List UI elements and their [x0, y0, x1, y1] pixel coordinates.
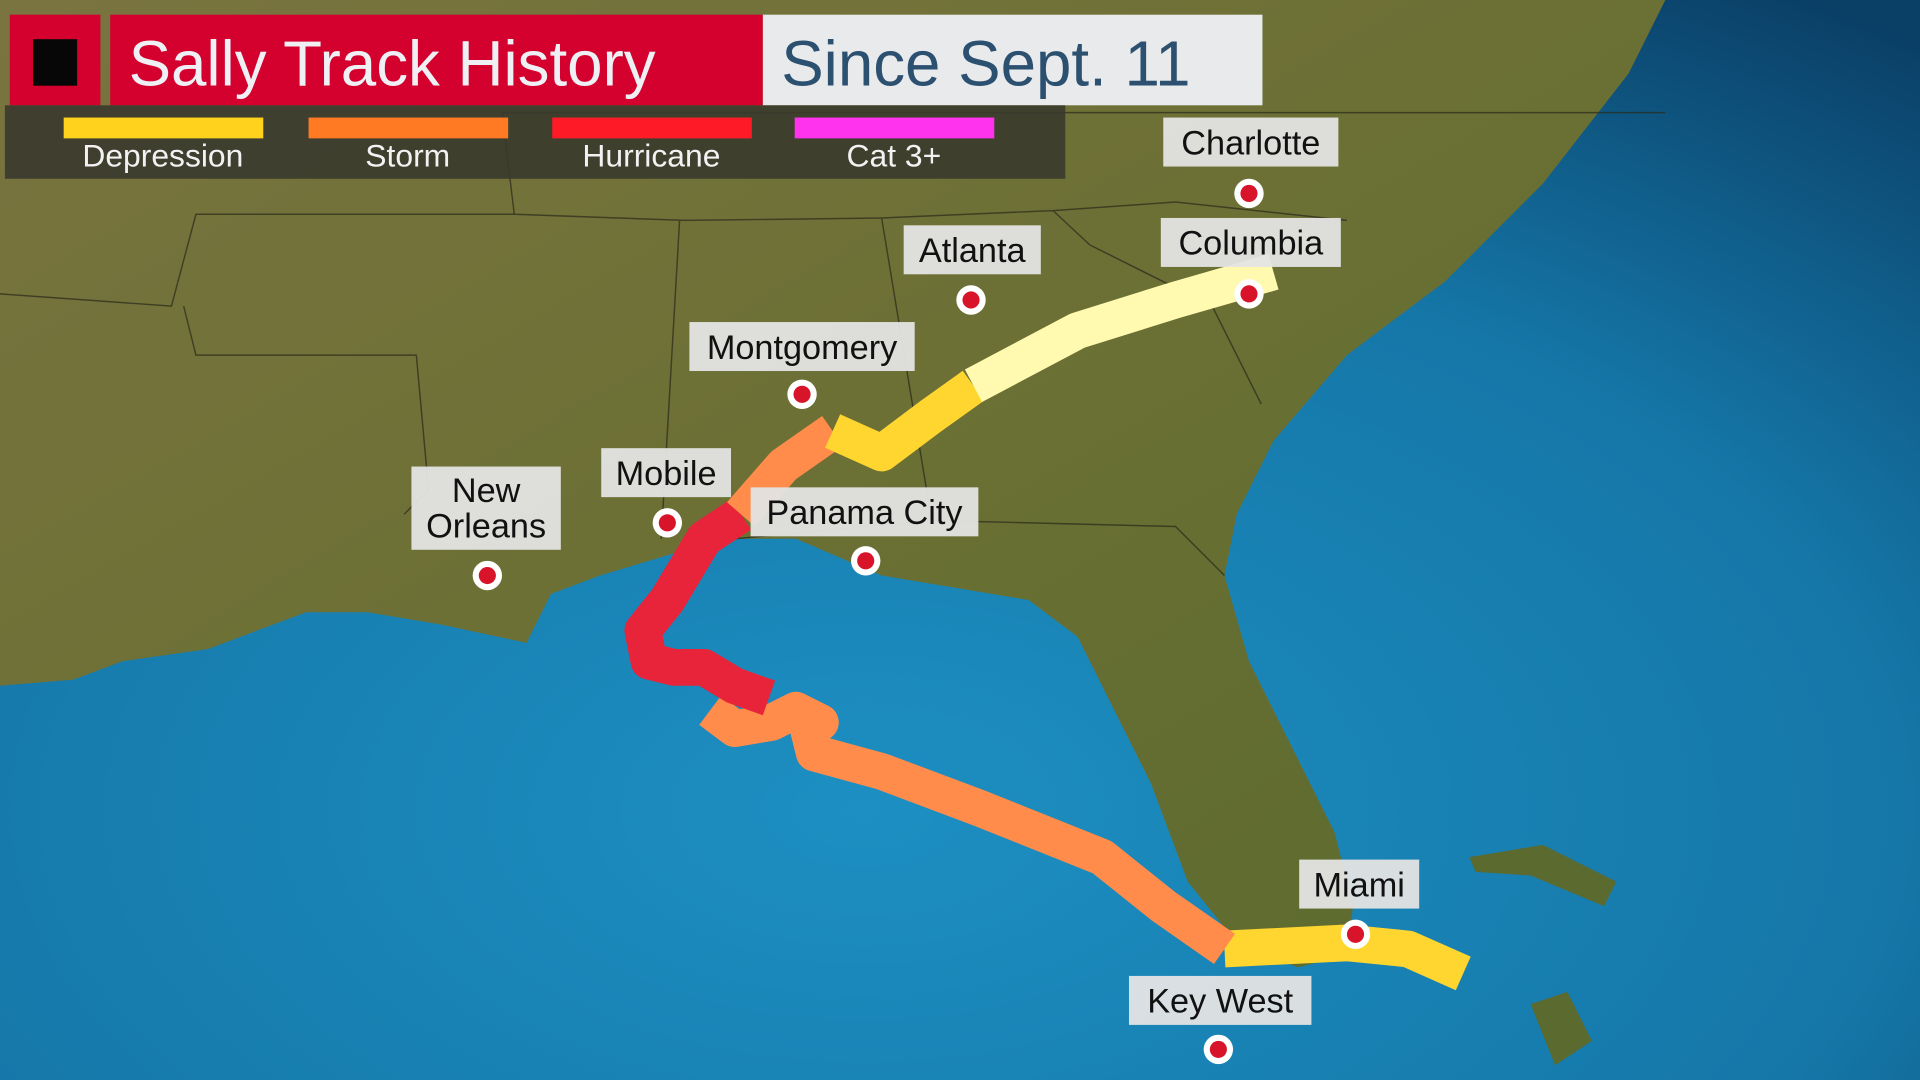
city-dot: [1240, 285, 1258, 303]
city-marker: Charlotte: [1163, 117, 1339, 209]
legend-label: Hurricane: [582, 138, 720, 174]
storm-track: [624, 254, 1471, 991]
city-label: Miami: [1313, 866, 1404, 904]
logo-mark: [33, 39, 78, 86]
title-bg: [110, 14, 763, 106]
track-segment-depression-2: [825, 370, 985, 472]
subtitle-bg: [762, 14, 1263, 106]
city-dot: [1240, 184, 1258, 203]
city-dot: [1346, 925, 1365, 943]
legend-swatch: [552, 117, 752, 139]
city-dot: [1209, 1040, 1227, 1058]
city-label-bg: [1160, 217, 1341, 267]
city-marker: Key West: [1128, 975, 1312, 1065]
city-label-bg: [1128, 975, 1312, 1025]
city-label-bg: [750, 487, 979, 537]
city-marker: Atlanta: [903, 225, 1041, 315]
city-label-line2: Orleans: [426, 508, 546, 546]
city-label-bg: [1299, 859, 1420, 909]
city-marker: Panama City: [750, 487, 979, 576]
city-label-bg: [601, 448, 732, 498]
city-label-bg: [1163, 117, 1339, 167]
city-label-bg: [903, 225, 1041, 275]
city-label-bg: [411, 466, 561, 550]
city-dot: [793, 385, 811, 403]
city-dot: [857, 552, 875, 570]
legend-label: Depression: [82, 138, 243, 174]
page-title: Sally Track History: [129, 29, 656, 100]
city-label: Atlanta: [919, 232, 1027, 270]
city-marker: Miami: [1299, 859, 1420, 949]
city-label: Mobile: [616, 455, 717, 493]
city-label: Montgomery: [707, 329, 898, 367]
city-label: Key West: [1147, 983, 1293, 1021]
track-segment-depression: [1223, 924, 1471, 991]
city-dot: [658, 514, 676, 532]
city-marker: Columbia: [1160, 217, 1341, 309]
legend-swatch: [63, 117, 264, 139]
legend-swatch: [308, 117, 509, 139]
city-label-bg: [689, 322, 915, 372]
track-segment-storm: [699, 691, 1236, 965]
city-marker: Montgomery: [689, 322, 915, 409]
city-label: Panama City: [766, 494, 963, 532]
city-marker: Mobile: [601, 448, 732, 538]
bahamas: [1469, 844, 1617, 1066]
legend-label: Cat 3+: [847, 138, 942, 174]
city-label: New: [452, 472, 521, 510]
track-segment-post-tropical: [964, 254, 1279, 402]
city-dot: [478, 566, 496, 585]
city-dot: [962, 291, 980, 309]
page-subtitle: Since Sept. 11: [781, 29, 1190, 100]
city-label: Columbia: [1178, 225, 1324, 263]
legend-label: Storm: [365, 138, 450, 174]
legend-swatch: [794, 117, 995, 139]
legend: Depression Storm Hurricane Cat 3+: [63, 117, 995, 174]
track-segment-hurricane: [624, 499, 776, 716]
city-label: Charlotte: [1181, 124, 1320, 162]
